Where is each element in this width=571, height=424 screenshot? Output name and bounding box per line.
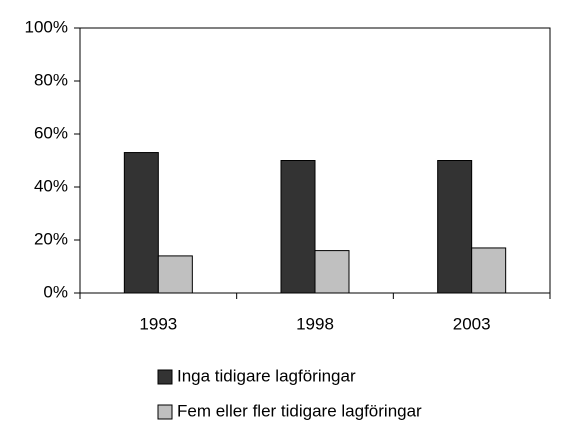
bar [314,250,350,294]
legend-label: Inga tidigare lagföringar [177,366,356,385]
y-tick-label: 40% [34,176,68,195]
bar [123,152,159,294]
y-tick-label: 20% [34,229,68,248]
legend-label: Fem eller fler tidigare lagföringar [177,401,422,420]
bar [471,247,507,294]
y-tick-label: 80% [34,70,68,89]
bar [157,255,193,294]
y-tick-label: 60% [34,123,68,142]
bar [280,160,316,294]
y-tick-label: 0% [43,282,68,301]
legend-swatch [157,369,173,385]
bar [437,160,473,294]
y-tick-label: 100% [25,17,68,36]
x-tick-label: 1993 [139,314,177,333]
legend-swatch [157,404,173,420]
x-tick-label: 2003 [453,314,491,333]
x-tick-label: 1998 [296,314,334,333]
